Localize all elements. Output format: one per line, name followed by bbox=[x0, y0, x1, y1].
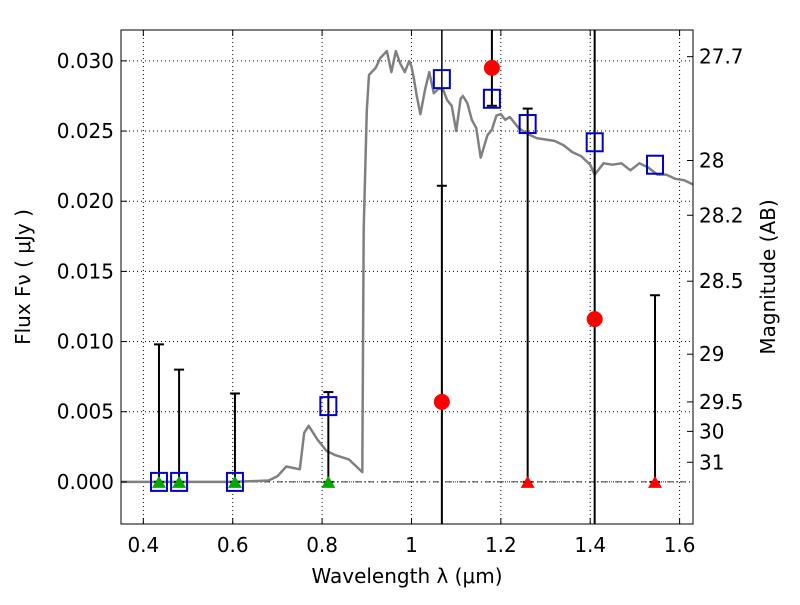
y-tick-label: 0.025 bbox=[57, 119, 114, 143]
tick-labels-group: 0.4 0.6 0.8 1 1.2 1.4 1.6 0.000 0.005 0.010 0.015 0… bbox=[57, 45, 744, 557]
model-photometry-square bbox=[170, 471, 189, 492]
upper-limit-triangle bbox=[520, 475, 535, 488]
y-tick-label: 0.000 bbox=[57, 470, 114, 494]
plot-border bbox=[120, 29, 694, 525]
y2-tick-label: 27.7 bbox=[699, 45, 744, 69]
x-tick-label: 0.4 bbox=[127, 533, 159, 557]
x-axis-label: Wavelength λ (μm) bbox=[311, 564, 502, 588]
observed-flux-point bbox=[483, 59, 500, 76]
x-tick-label: 0.6 bbox=[217, 533, 249, 557]
model-photometry-square bbox=[518, 114, 537, 135]
model-photometry-square bbox=[585, 132, 604, 153]
non-detection-triangle bbox=[227, 475, 242, 488]
plot-area bbox=[121, 30, 693, 524]
y-axis-label: Flux Fν ( μJy ) bbox=[11, 209, 35, 345]
x-tick-label: 1 bbox=[405, 533, 418, 557]
ticks-group bbox=[121, 30, 693, 524]
y2-axis-label: Magnitude (AB) bbox=[756, 199, 780, 354]
y-tick-label: 0.010 bbox=[57, 330, 114, 354]
model-spectrum-line bbox=[121, 49, 694, 484]
y2-tick-label: 28.5 bbox=[699, 269, 744, 293]
y-tick-label: 0.005 bbox=[57, 400, 114, 424]
model-spectrum-group bbox=[121, 49, 694, 484]
markers-group bbox=[149, 59, 665, 492]
model-photometry-square bbox=[225, 471, 244, 492]
non-detection-triangle bbox=[151, 475, 166, 488]
model-photometry-square bbox=[432, 69, 451, 90]
x-tick-label: 1.4 bbox=[574, 533, 606, 557]
y2-tick-label: 29 bbox=[699, 342, 724, 366]
model-photometry-square bbox=[646, 154, 665, 175]
y2-tick-label: 28 bbox=[699, 149, 724, 173]
x-tick-label: 1.6 bbox=[664, 533, 696, 557]
observed-flux-point bbox=[586, 311, 603, 328]
model-photometry-square bbox=[149, 471, 168, 492]
x-tick-label: 0.8 bbox=[306, 533, 338, 557]
y-tick-label: 0.015 bbox=[57, 259, 114, 283]
grid bbox=[121, 30, 693, 524]
y2-tick-label: 29.5 bbox=[699, 390, 744, 414]
upper-limit-triangle bbox=[648, 475, 663, 488]
y2-tick-label: 30 bbox=[699, 419, 724, 443]
observed-flux-point bbox=[433, 393, 450, 410]
y2-tick-label: 31 bbox=[699, 450, 724, 474]
y-tick-label: 0.020 bbox=[57, 189, 114, 213]
y2-tick-label: 28.2 bbox=[699, 203, 744, 227]
non-detection-triangle bbox=[321, 475, 336, 488]
model-photometry-square bbox=[319, 396, 338, 417]
model-photometry-square bbox=[482, 88, 501, 109]
non-detection-triangle bbox=[172, 475, 187, 488]
x-tick-label: 1.2 bbox=[485, 533, 517, 557]
y-tick-label: 0.030 bbox=[57, 49, 114, 73]
